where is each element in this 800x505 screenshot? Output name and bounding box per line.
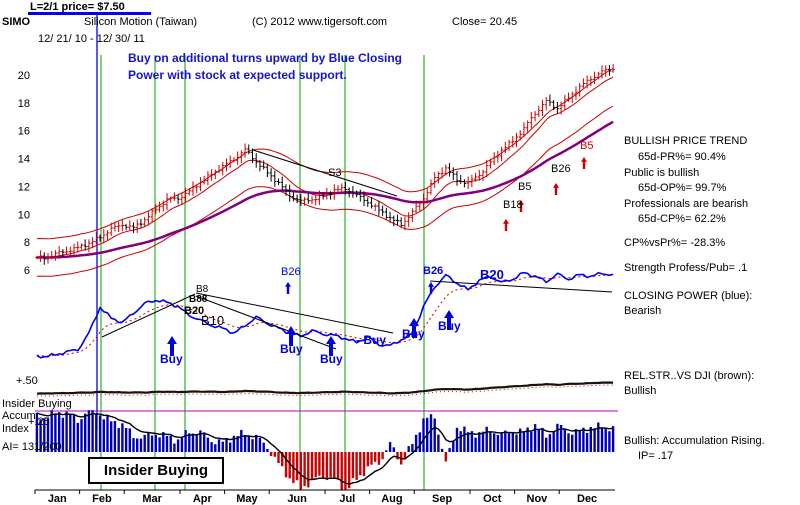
svg-text:B18: B18 — [503, 199, 523, 211]
svg-text:S3: S3 — [328, 167, 341, 179]
svg-text:May: May — [236, 493, 258, 505]
panel-cp-vs-pr: CP%vsPr%= -28.3% — [624, 237, 726, 249]
svg-text:Dec: Dec — [577, 493, 597, 505]
ticker-symbol: SIMO — [2, 16, 31, 28]
panel-65d-pr: 65d-PR%= 90.4% — [638, 151, 726, 163]
svg-text:B10: B10 — [201, 313, 224, 328]
svg-text:B8: B8 — [196, 284, 209, 295]
svg-text:B88: B88 — [189, 294, 208, 305]
svg-text:Sep: Sep — [432, 493, 452, 505]
ai-reading-label: AI= 131/200 — [2, 441, 62, 453]
analyst-note-line2: Power with stock at expected support. — [128, 68, 347, 82]
svg-text:Buy: Buy — [402, 327, 425, 341]
svg-text:B5: B5 — [518, 181, 531, 193]
svg-text:- Buy: - Buy — [356, 333, 386, 347]
svg-text:B26: B26 — [551, 163, 571, 175]
svg-text:Mar: Mar — [142, 493, 162, 505]
leader-price-label: L=2/1 price= $7.50 — [30, 1, 125, 13]
insider-buying-small-label: Insider Buying — [2, 398, 72, 410]
accum-scale-label: +.25 — [28, 416, 50, 428]
svg-text:Jun: Jun — [287, 493, 307, 505]
svg-text:Buy: Buy — [320, 352, 343, 366]
svg-text:B5: B5 — [580, 140, 593, 152]
svg-text:20: 20 — [18, 70, 30, 82]
panel-accumulation-state: Bullish: Accumulation Rising. — [624, 435, 765, 447]
panel-professionals-bearish: Professionals are bearish — [624, 198, 749, 210]
index-label: Index — [2, 423, 29, 435]
svg-text:Jul: Jul — [339, 493, 355, 505]
svg-text:B26: B26 — [281, 266, 301, 278]
accum-label: Accum — [2, 410, 36, 422]
analyst-note-line1: Buy on additional turns upward by Blue C… — [128, 51, 403, 65]
leader-underline-bar — [28, 12, 151, 15]
svg-text:10: 10 — [18, 209, 30, 221]
panel-price-trend-title: BULLISH PRICE TREND — [624, 135, 748, 147]
svg-text:B20: B20 — [480, 267, 504, 282]
panel-strength-profess-pub: Strength Profess/Pub= .1 — [624, 262, 748, 274]
insider-buying-box-label: Insider Buying — [88, 457, 224, 484]
panel-closing-power-title: CLOSING POWER (blue): — [624, 290, 753, 302]
panel-65d-cp: 65d-CP%= 62.2% — [638, 213, 726, 225]
svg-text:B26: B26 — [423, 265, 443, 277]
svg-text:Buy: Buy — [160, 352, 183, 366]
svg-text:6: 6 — [24, 265, 30, 277]
panel-65d-op: 65d-OP%= 99.7% — [638, 182, 727, 194]
svg-text:18: 18 — [18, 98, 30, 110]
svg-text:Aug: Aug — [381, 493, 402, 505]
svg-text:Nov: Nov — [527, 493, 549, 505]
svg-text:Buy: Buy — [280, 342, 303, 356]
svg-text:14: 14 — [18, 154, 30, 166]
svg-text:B20: B20 — [184, 305, 204, 317]
relstr-scale-label: +.50 — [16, 375, 38, 387]
svg-text:Buy: Buy — [438, 319, 461, 333]
panel-relstr-state: Bullish — [624, 385, 657, 397]
svg-text:Feb: Feb — [92, 493, 112, 505]
svg-text:8: 8 — [24, 237, 30, 249]
svg-text:Jan: Jan — [48, 493, 67, 505]
company-name: Silicon Motion (Taiwan) — [84, 16, 198, 28]
panel-closing-power-state: Bearish — [624, 305, 662, 317]
date-range-label: 12/ 21/ 10 - 12/ 30/ 11 — [38, 33, 145, 45]
svg-text:Apr: Apr — [193, 493, 213, 505]
panel-relstr-title: REL.STR..VS DJI (brown): — [624, 370, 755, 382]
panel-public-bullish: Public is bullish — [624, 167, 700, 179]
panel-ip-value: IP= .17 — [638, 450, 674, 462]
svg-text:12: 12 — [18, 181, 30, 193]
svg-text:16: 16 — [18, 126, 30, 138]
svg-text:Oct: Oct — [483, 493, 502, 505]
analyst-note: Buy on additional turns upward by Blue C… — [128, 50, 402, 84]
copyright-label: (C) 2012 www.tigersoft.com — [252, 16, 388, 28]
close-price-label: Close= 20.45 — [452, 16, 518, 28]
